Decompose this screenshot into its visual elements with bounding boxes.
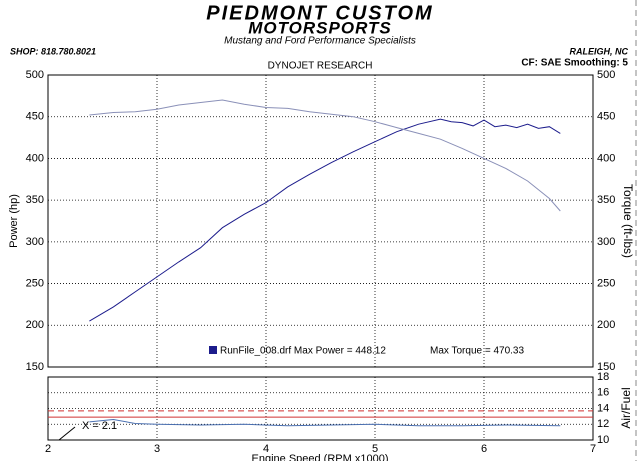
y-tick-label: 150 xyxy=(26,361,44,373)
location: RALEIGH, NC xyxy=(570,46,629,56)
y2-tick-label: 16 xyxy=(597,387,609,399)
x-tick-label: 2 xyxy=(45,443,51,455)
y2-tick-label: 10 xyxy=(597,434,609,446)
y-tick-label: 250 xyxy=(26,277,44,289)
tagline: Mustang and Ford Performance Specialists xyxy=(224,36,416,47)
settings: CF: SAE Smoothing: 5 xyxy=(521,58,628,69)
x-tick-label: 7 xyxy=(590,443,596,455)
y2-tick-label: 12 xyxy=(597,418,609,430)
logo-line1: PIEDMONT CUSTOM xyxy=(206,2,433,24)
y2-tick-label: 450 xyxy=(597,111,615,123)
y2-tick-label: 150 xyxy=(597,361,615,373)
y2-tick-label: 18 xyxy=(597,371,609,383)
y2-tick-label: 500 xyxy=(597,69,615,81)
x-axis-label: Engine Speed (RPM x1000) xyxy=(252,453,389,461)
cursor-label: X = 2.1 xyxy=(82,420,117,432)
y-tick-label: 350 xyxy=(26,194,44,206)
x-tick-label: 6 xyxy=(481,443,487,455)
plot-frame xyxy=(47,74,594,368)
series-line xyxy=(89,118,561,322)
y2-axis-label: Torque (ft-lbs) xyxy=(621,184,635,258)
logo-line2: MOTORSPORTS xyxy=(248,18,392,37)
legend-swatch xyxy=(209,346,217,354)
series-line xyxy=(89,418,561,427)
y2-tick-label: 400 xyxy=(597,152,615,164)
y2-axis-label: Air/Fuel xyxy=(619,387,633,428)
y-tick-label: 300 xyxy=(26,236,44,248)
y-axis-label: Power (hp) xyxy=(8,194,20,248)
chart-title: DYNOJET RESEARCH xyxy=(268,61,373,72)
annotation: Max Torque = 470.33 xyxy=(430,346,524,357)
y2-tick-label: 250 xyxy=(597,277,615,289)
y2-tick-label: 200 xyxy=(597,319,615,331)
legend-text: RunFile_008.drf Max Power = 448.12 xyxy=(220,346,386,357)
series-line xyxy=(89,99,561,212)
y-tick-label: 500 xyxy=(26,69,44,81)
y2-tick-label: 14 xyxy=(597,402,609,414)
y2-tick-label: 300 xyxy=(597,236,615,248)
x-tick-label: 5 xyxy=(372,443,378,455)
y-tick-label: 200 xyxy=(26,319,44,331)
y-tick-label: 400 xyxy=(26,152,44,164)
shop: SHOP: 818.780.8021 xyxy=(10,46,96,56)
x-tick-label: 4 xyxy=(263,443,269,455)
cursor-line xyxy=(58,426,76,441)
y-tick-label: 450 xyxy=(26,111,44,123)
x-tick-label: 3 xyxy=(154,443,160,455)
y2-tick-label: 350 xyxy=(597,194,615,206)
